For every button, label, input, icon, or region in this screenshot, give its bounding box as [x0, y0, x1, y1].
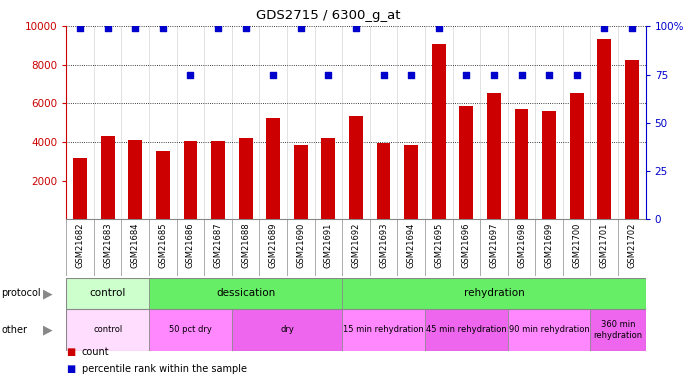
- Bar: [459, 106, 473, 219]
- Point: [599, 25, 610, 31]
- Text: dessication: dessication: [216, 288, 275, 298]
- Text: GSM21699: GSM21699: [544, 222, 554, 268]
- Text: GSM21687: GSM21687: [214, 222, 223, 268]
- Bar: [322, 138, 335, 219]
- Text: GSM21702: GSM21702: [628, 222, 637, 268]
- Text: 90 min rehydration: 90 min rehydration: [509, 326, 590, 334]
- Text: count: count: [82, 347, 110, 357]
- Text: ■: ■: [66, 364, 75, 374]
- Text: GSM21684: GSM21684: [131, 222, 140, 268]
- Point: [102, 25, 113, 31]
- Point: [240, 25, 251, 31]
- Point: [406, 72, 417, 78]
- Point: [516, 72, 527, 78]
- Bar: [156, 151, 170, 219]
- Text: 45 min rehydration: 45 min rehydration: [426, 326, 507, 334]
- Point: [130, 25, 141, 31]
- Bar: [542, 111, 556, 219]
- Bar: [570, 93, 584, 219]
- Text: GSM21688: GSM21688: [241, 222, 250, 268]
- Bar: [239, 138, 253, 219]
- Bar: [73, 158, 87, 219]
- Text: GSM21698: GSM21698: [517, 222, 526, 268]
- Text: 50 pct dry: 50 pct dry: [169, 326, 212, 334]
- Bar: [342, 309, 425, 351]
- Text: GSM21692: GSM21692: [352, 222, 360, 268]
- Bar: [432, 44, 445, 219]
- Point: [461, 72, 472, 78]
- Text: 360 min
rehydration: 360 min rehydration: [593, 320, 643, 340]
- Text: GDS2715 / 6300_g_at: GDS2715 / 6300_g_at: [255, 9, 401, 22]
- Bar: [149, 309, 232, 351]
- Text: GSM21695: GSM21695: [434, 222, 443, 268]
- Bar: [349, 116, 363, 219]
- Point: [544, 72, 555, 78]
- Text: rehydration: rehydration: [463, 288, 524, 298]
- Bar: [514, 109, 528, 219]
- Point: [295, 25, 306, 31]
- Bar: [404, 145, 418, 219]
- Text: dry: dry: [280, 326, 294, 334]
- Bar: [507, 309, 591, 351]
- Bar: [232, 309, 342, 351]
- Point: [267, 72, 279, 78]
- Bar: [128, 140, 142, 219]
- Point: [350, 25, 362, 31]
- Bar: [425, 309, 507, 351]
- Text: GSM21690: GSM21690: [297, 222, 305, 268]
- Bar: [184, 141, 198, 219]
- Text: other: other: [1, 325, 27, 335]
- Point: [378, 72, 389, 78]
- Text: control: control: [93, 326, 122, 334]
- Bar: [66, 309, 149, 351]
- Point: [185, 72, 196, 78]
- Text: GSM21693: GSM21693: [379, 222, 388, 268]
- Bar: [342, 278, 646, 309]
- Point: [322, 72, 334, 78]
- Text: GSM21691: GSM21691: [324, 222, 333, 268]
- Text: protocol: protocol: [1, 288, 41, 298]
- Bar: [597, 39, 611, 219]
- Text: GSM21700: GSM21700: [572, 222, 581, 268]
- Text: GSM21696: GSM21696: [462, 222, 471, 268]
- Point: [433, 25, 445, 31]
- Text: ▶: ▶: [43, 287, 53, 300]
- Bar: [101, 136, 114, 219]
- Point: [626, 25, 637, 31]
- Text: ▶: ▶: [43, 324, 53, 336]
- Text: percentile rank within the sample: percentile rank within the sample: [82, 364, 246, 374]
- Text: control: control: [89, 288, 126, 298]
- Bar: [625, 60, 639, 219]
- Bar: [294, 145, 308, 219]
- Bar: [149, 278, 342, 309]
- Text: ■: ■: [66, 347, 75, 357]
- Bar: [377, 143, 390, 219]
- Bar: [267, 118, 280, 219]
- Text: GSM21689: GSM21689: [269, 222, 278, 268]
- Bar: [591, 309, 646, 351]
- Text: 15 min rehydration: 15 min rehydration: [343, 326, 424, 334]
- Point: [157, 25, 168, 31]
- Text: GSM21686: GSM21686: [186, 222, 195, 268]
- Text: GSM21682: GSM21682: [75, 222, 84, 268]
- Point: [212, 25, 223, 31]
- Text: GSM21685: GSM21685: [158, 222, 168, 268]
- Point: [489, 72, 500, 78]
- Text: GSM21683: GSM21683: [103, 222, 112, 268]
- Bar: [66, 278, 149, 309]
- Bar: [211, 141, 225, 219]
- Bar: [487, 93, 500, 219]
- Text: GSM21694: GSM21694: [407, 222, 415, 268]
- Point: [571, 72, 582, 78]
- Point: [75, 25, 86, 31]
- Text: GSM21701: GSM21701: [600, 222, 609, 268]
- Text: GSM21697: GSM21697: [489, 222, 498, 268]
